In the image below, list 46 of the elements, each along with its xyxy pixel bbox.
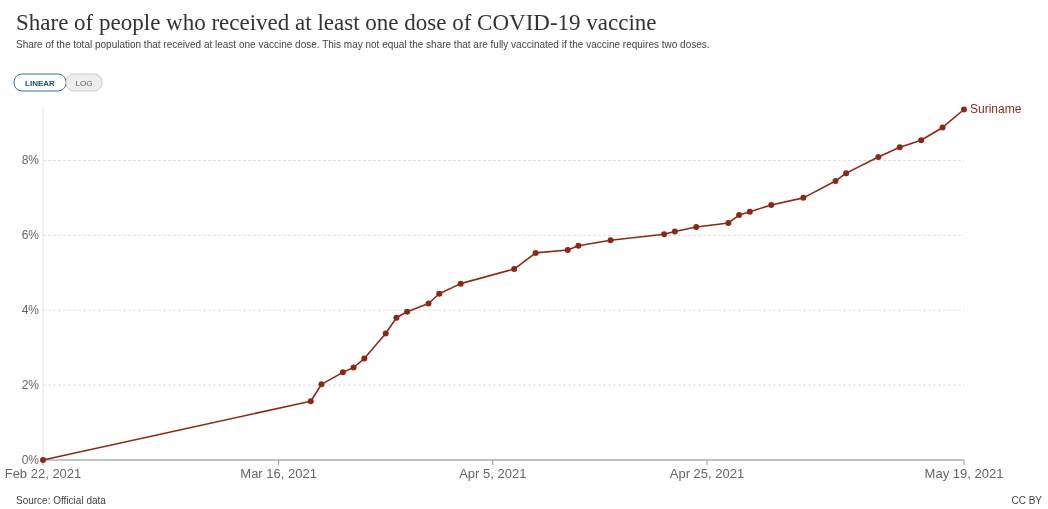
y-tick-label: 2% <box>21 378 40 393</box>
y-tick-label: 8% <box>21 153 40 168</box>
source-note: Source: Official data <box>16 495 107 506</box>
chart-subtitle: Share of the total population that received at least one vaccine dose. This may not equal the share that are fully vaccinated if the vaccine requires two doses. <box>16 39 710 50</box>
text: CC BY <box>1011 495 1043 506</box>
point <box>896 144 903 151</box>
point <box>318 381 325 388</box>
point <box>393 314 400 321</box>
series-label: Suriname <box>970 102 1022 117</box>
x-tick-label: May 19, 2021 <box>924 466 1004 481</box>
chart-title: Share of people who received at least one dose of COVID-19 vaccine <box>16 10 657 35</box>
point <box>961 106 967 113</box>
point <box>736 212 743 219</box>
x-tick-label: Mar 16, 2021 <box>240 466 317 481</box>
point <box>436 290 443 297</box>
point <box>693 224 700 231</box>
point <box>832 178 839 185</box>
x-tick-label: Feb 22, 2021 <box>4 466 82 481</box>
point <box>671 228 678 235</box>
point <box>768 201 775 208</box>
y-tick-label: 6% <box>21 228 40 243</box>
point <box>457 280 464 287</box>
x-tick-label: Apr 25, 2021 <box>669 466 745 481</box>
point <box>575 242 582 249</box>
point <box>607 237 614 244</box>
point <box>725 219 732 226</box>
point <box>511 266 518 273</box>
point <box>425 300 432 307</box>
point <box>939 124 946 131</box>
point <box>339 369 346 376</box>
point <box>875 154 882 161</box>
point <box>746 208 753 215</box>
point <box>564 246 571 253</box>
point <box>404 308 411 315</box>
point <box>361 355 368 362</box>
point <box>532 249 539 256</box>
point <box>843 170 850 177</box>
point <box>918 137 925 144</box>
point <box>307 398 314 405</box>
x-tick-label: Apr 5, 2021 <box>459 466 527 481</box>
y-tick-label: 0% <box>21 453 40 467</box>
y-tick-label: 4% <box>21 303 40 318</box>
point <box>350 364 357 371</box>
point <box>382 330 389 337</box>
point <box>661 231 668 238</box>
point <box>800 194 807 201</box>
